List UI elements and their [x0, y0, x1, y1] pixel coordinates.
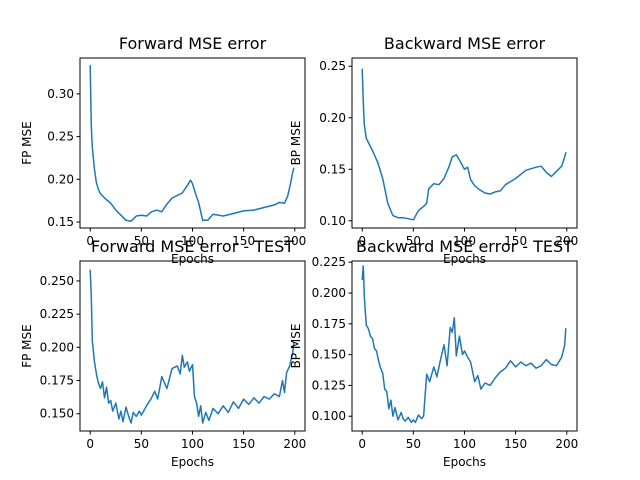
chart-title: Forward MSE error	[119, 34, 267, 53]
x-tick-label: 0	[86, 234, 94, 248]
subplot-3: 0 50 100 150 200 0.150 0.175 0.200 0.225 0.250 For…	[20, 237, 306, 469]
y-tick-label: 0.225	[312, 255, 346, 269]
chart-title: Backward MSE error - TEST	[356, 237, 573, 256]
x-tick-label: 150	[232, 234, 255, 248]
x-tick-label: 50	[406, 437, 421, 451]
x-tick-label: 0	[358, 234, 366, 248]
y-tick-label: 0.15	[47, 215, 74, 229]
series-line-1	[89, 269, 295, 424]
y-axis-label: FP MSE	[20, 324, 34, 368]
subplot-4: 0 50 100 150 200 0.100 0.125 0.150 0.175 0.200 0.2…	[289, 237, 578, 469]
y-tick-label: 0.200	[312, 286, 346, 300]
x-axis-label: Epochs	[443, 455, 486, 469]
x-tick-label: 150	[504, 234, 527, 248]
y-axis-label: BP MSE	[289, 324, 303, 369]
axes-frame	[351, 57, 578, 229]
axes-frame	[79, 260, 306, 432]
x-tick-label: 100	[453, 437, 476, 451]
y-tick-label: 0.20	[47, 172, 74, 186]
x-tick-label: 0	[86, 437, 94, 451]
axes-frame	[79, 57, 306, 229]
y-tick-label: 0.25	[47, 130, 74, 144]
y-axis-label: BP MSE	[289, 121, 303, 166]
x-axis-label: Epochs	[171, 252, 214, 266]
chart-title: Forward MSE error - TEST	[91, 237, 294, 256]
y-tick-label: 0.10	[319, 214, 346, 228]
x-axis-label: Epochs	[171, 455, 214, 469]
y-tick-label: 0.15	[319, 162, 346, 176]
x-tick-label: 50	[134, 234, 149, 248]
x-tick-label: 100	[453, 234, 476, 248]
x-tick-label: 200	[555, 234, 578, 248]
x-tick-label: 150	[232, 437, 255, 451]
chart-title: Backward MSE error	[384, 34, 546, 53]
y-tick-label: 0.200	[40, 340, 74, 354]
y-tick-label: 0.175	[40, 374, 74, 388]
x-tick-label: 0	[358, 437, 366, 451]
y-tick-label: 0.250	[40, 274, 74, 288]
series-line-1	[361, 68, 567, 221]
y-axis-label: FP MSE	[20, 121, 34, 165]
x-tick-label: 200	[283, 437, 306, 451]
x-axis-label: Epochs	[443, 252, 486, 266]
x-tick-label: 200	[555, 437, 578, 451]
x-tick-label: 50	[134, 437, 149, 451]
y-tick-label: 0.20	[319, 111, 346, 125]
subplot-1: 0 50 100 150 200 0.15 0.20 0.25 0.30 Forward MSE …	[20, 34, 306, 266]
y-tick-label: 0.225	[40, 307, 74, 321]
y-tick-label: 0.30	[47, 87, 74, 101]
y-tick-label: 0.175	[312, 317, 346, 331]
y-tick-label: 0.25	[319, 59, 346, 73]
x-tick-label: 200	[283, 234, 306, 248]
subplot-2: 0 50 100 150 200 0.10 0.15 0.20 0.25 Backward MSE…	[289, 34, 578, 266]
x-tick-label: 50	[406, 234, 421, 248]
y-tick-label: 0.150	[40, 407, 74, 421]
y-tick-label: 0.150	[312, 348, 346, 362]
x-tick-label: 100	[181, 234, 204, 248]
y-tick-label: 0.125	[312, 378, 346, 392]
x-tick-label: 150	[504, 437, 527, 451]
x-tick-label: 100	[181, 437, 204, 451]
y-tick-label: 0.100	[312, 409, 346, 423]
series-line-1	[361, 265, 567, 424]
axes-frame	[351, 260, 578, 432]
series-line-1	[89, 64, 295, 222]
